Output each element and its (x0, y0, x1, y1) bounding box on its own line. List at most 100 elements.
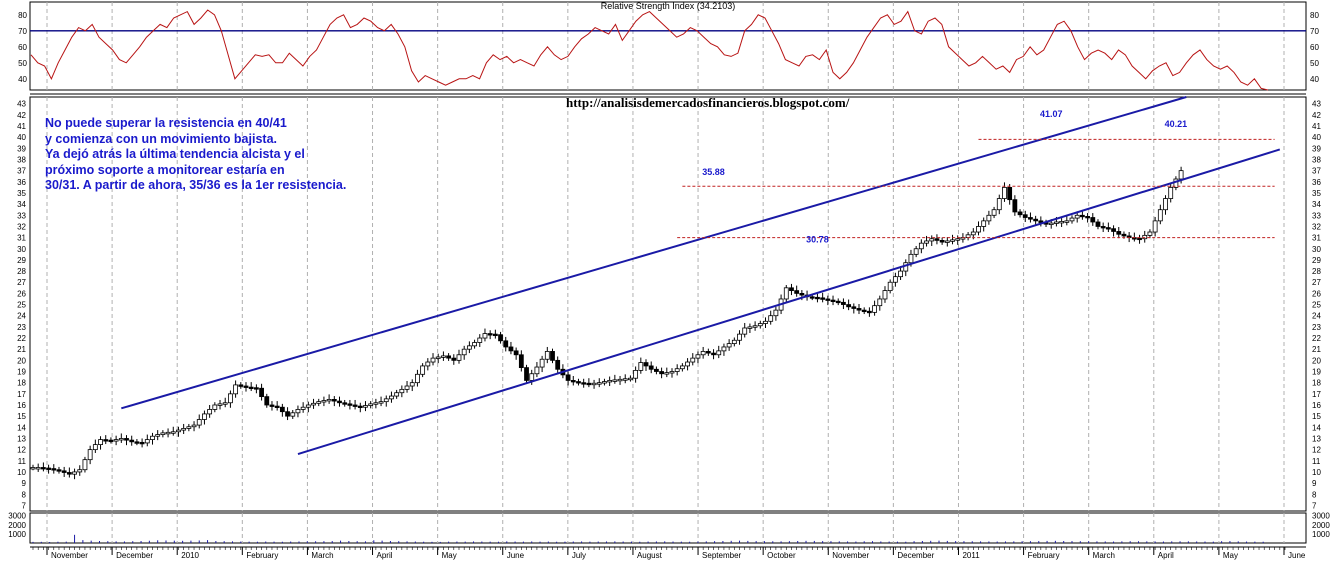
price-panel (30, 166, 1184, 480)
candle-body (1116, 231, 1122, 235)
price-tick-label: 9 (1312, 479, 1317, 488)
candle-body (264, 396, 270, 406)
price-tick-label: 11 (1312, 457, 1321, 466)
candle-body (882, 290, 888, 300)
candle-body (274, 405, 280, 409)
price-tick-label: 21 (1312, 345, 1321, 354)
panel-border (29, 512, 1307, 544)
candle-body (633, 369, 639, 379)
volume-tick-label: 1000 (1312, 530, 1330, 539)
rsi-tick-label: 50 (1310, 59, 1319, 68)
candle-body (77, 469, 83, 473)
price-tick-label: 35 (1312, 189, 1321, 198)
candle-body (929, 238, 935, 242)
candle-body (1111, 228, 1116, 232)
candle-body (1038, 220, 1044, 223)
price-tick-label: 39 (1312, 144, 1321, 153)
candle-body (228, 393, 233, 404)
candle-body (305, 404, 311, 408)
price-tick-label: 41 (17, 122, 26, 131)
volume-tick-label: 1000 (8, 530, 26, 539)
candle-body (513, 350, 519, 356)
price-tick-label: 8 (22, 490, 27, 499)
candle-body (1022, 214, 1028, 218)
rsi-tick-label: 60 (18, 43, 27, 52)
candle-body (700, 351, 706, 356)
candle-body (1137, 237, 1142, 241)
candle-body (976, 226, 981, 233)
rsi-line (30, 9, 1269, 91)
candle-body (622, 378, 628, 381)
annotation-line: No puede superar la resistencia en 40/41 (45, 116, 287, 130)
candle-body (628, 377, 633, 381)
month-label: June (507, 551, 525, 560)
candle-body (861, 309, 867, 313)
price-tick-label: 24 (1312, 312, 1321, 321)
price-tick-label: 32 (17, 222, 26, 231)
price-tick-label: 36 (17, 178, 26, 187)
candle-body (1059, 221, 1065, 224)
price-tick-label: 34 (1312, 200, 1321, 209)
price-label: 41.07 (1040, 109, 1063, 119)
candle-body (1012, 199, 1018, 213)
candle-body (1121, 233, 1127, 237)
candle-body (1157, 209, 1163, 222)
panel-frames (29, 1, 1307, 548)
candle-body (991, 209, 997, 216)
candle-body (835, 300, 841, 304)
candle-body (1178, 170, 1184, 180)
candle-body (300, 406, 306, 410)
month-label: April (1158, 551, 1174, 560)
candle-body (337, 400, 342, 404)
candle-body (87, 449, 93, 461)
price-tick-label: 23 (1312, 323, 1321, 332)
price-tick-label: 13 (1312, 434, 1321, 443)
price-tick-label: 37 (1312, 167, 1321, 176)
candle-body (944, 240, 950, 243)
candle-body (191, 424, 197, 428)
candle-body (331, 399, 337, 402)
candle-body (674, 368, 680, 372)
price-tick-label: 42 (17, 111, 26, 120)
candle-body (1017, 211, 1023, 216)
candle-body (908, 253, 914, 264)
candle-body (108, 439, 114, 443)
candle-body (394, 392, 400, 397)
price-tick-label: 15 (17, 412, 26, 421)
candle-body (1028, 217, 1033, 220)
candle-body (492, 333, 498, 337)
price-tick-label: 25 (1312, 301, 1321, 310)
annotation-line: Ya dejó atrás la última tendencia alcist… (45, 147, 305, 161)
price-tick-label: 36 (1312, 178, 1321, 187)
candle-body (1163, 198, 1168, 211)
price-tick-label: 22 (1312, 334, 1321, 343)
month-label: 2011 (962, 551, 980, 560)
price-tick-label: 9 (22, 479, 27, 488)
rsi-tick-label: 80 (1310, 11, 1319, 20)
price-tick-label: 38 (17, 155, 26, 164)
candle-body (435, 356, 441, 359)
candle-body (607, 380, 613, 383)
candle-body (898, 270, 903, 278)
candle-body (321, 400, 327, 403)
volume-tick-label: 3000 (1312, 512, 1330, 521)
candle-body (30, 467, 36, 470)
candle-body (648, 365, 654, 370)
candle-body (1033, 218, 1039, 222)
candle-body (518, 354, 524, 369)
candle-body (617, 378, 623, 382)
candle-body (160, 432, 166, 435)
volume-tick-label: 2000 (1312, 521, 1330, 530)
candle-body (72, 471, 77, 475)
month-label: November (51, 551, 88, 560)
price-tick-label: 12 (1312, 446, 1321, 455)
price-tick-label: 10 (1312, 468, 1321, 477)
candle-body (669, 371, 675, 374)
candle-body (986, 214, 992, 222)
candle-body (202, 413, 207, 420)
candle-body (539, 358, 545, 368)
candle-body (1079, 214, 1085, 218)
price-tick-label: 14 (17, 423, 26, 432)
candle-body (212, 404, 218, 410)
